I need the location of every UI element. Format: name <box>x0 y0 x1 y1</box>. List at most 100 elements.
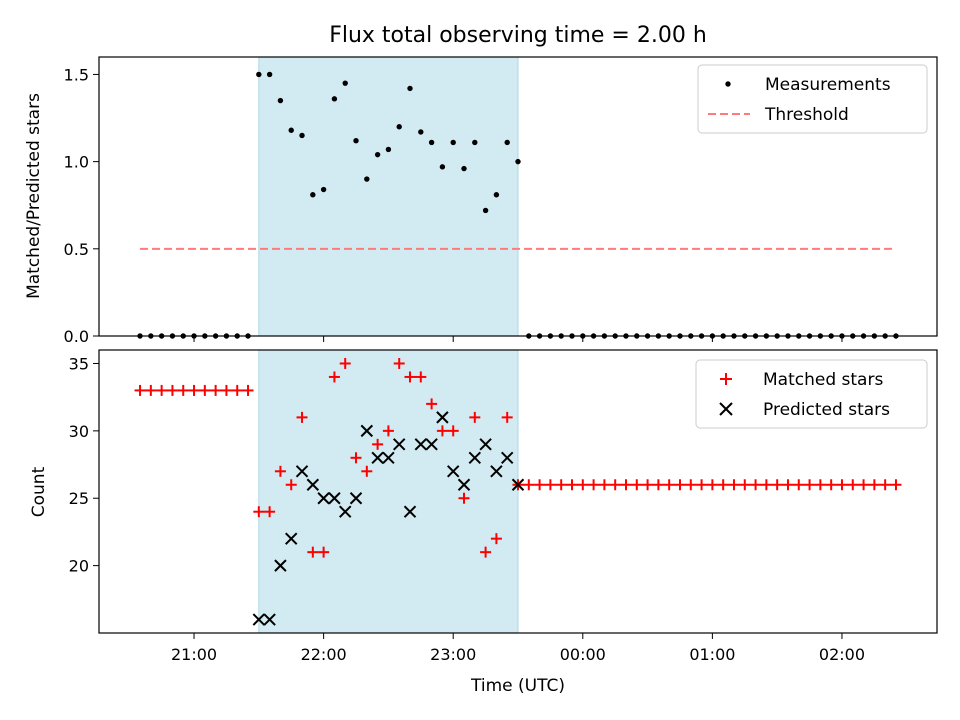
matched-star-point <box>220 384 232 396</box>
matched-star-point <box>285 479 297 491</box>
legend-threshold-label: Threshold <box>764 105 849 125</box>
predicted-star-point <box>490 465 503 478</box>
measurement-point <box>472 139 478 146</box>
matched-star-point <box>544 479 556 491</box>
matched-star-point <box>760 479 772 491</box>
legend-matched-marker <box>720 373 732 385</box>
legend-predicted-marker <box>719 402 733 416</box>
matched-star-point <box>782 479 794 491</box>
chart-title: Flux total observing time = 2.00 h <box>329 23 707 48</box>
matched-star-point <box>577 479 589 491</box>
matched-star-point <box>156 384 168 396</box>
y-tick-label: 0.0 <box>64 327 89 346</box>
matched-star-point <box>264 506 276 518</box>
matched-star-point <box>879 479 891 491</box>
predicted-star-point <box>436 411 449 424</box>
measurement-point <box>407 85 413 92</box>
predicted-star-point <box>295 465 309 478</box>
predicted-star-point <box>317 492 330 505</box>
measurement-point <box>504 139 510 146</box>
matched-star-point <box>631 479 643 491</box>
matched-star-point <box>307 546 319 558</box>
matched-star-point <box>674 479 686 491</box>
matched-star-point <box>134 384 146 396</box>
matched-star-point <box>339 357 351 369</box>
measurement-point <box>310 192 316 198</box>
predicted-star-point <box>382 451 395 465</box>
matched-star-point <box>706 479 718 491</box>
matched-star-point <box>588 479 600 491</box>
predicted-star-point <box>511 478 525 491</box>
matched-star-point <box>804 479 816 491</box>
matched-star-point <box>566 479 578 491</box>
matched-star-point <box>652 479 664 491</box>
legend-measurements-label: Measurements <box>765 75 891 95</box>
predicted-star-point <box>274 559 287 572</box>
measurement-point <box>320 186 327 193</box>
matched-star-point <box>480 546 492 558</box>
predicted-star-point <box>414 438 428 451</box>
legend-predicted-label: Predicted stars <box>763 400 890 420</box>
panel-ratio: 0.0 0.5 1.0 1.5 Matched/Predicted stars Mea… <box>24 56 938 346</box>
matched-star-point <box>426 398 438 410</box>
measurement-point <box>418 129 424 135</box>
x-tick-label: 00:00 <box>560 645 606 664</box>
panel-count-frame <box>98 349 938 634</box>
predicted-star-point <box>446 465 460 478</box>
predicted-star-point <box>306 478 320 491</box>
y-tick-label: 30 <box>69 422 89 441</box>
predicted-star-point <box>425 438 438 451</box>
y-tick-label: 35 <box>69 354 89 373</box>
y-tick-label: 25 <box>69 489 89 508</box>
measurement-point <box>385 146 392 153</box>
measurement-point <box>353 138 359 144</box>
x-tick-label: 22:00 <box>301 645 347 664</box>
matched-star-point <box>696 479 708 491</box>
predicted-star-point <box>349 492 363 505</box>
measurement-point <box>256 71 262 78</box>
predicted-star-point <box>479 438 492 451</box>
matched-star-point <box>609 479 621 491</box>
measurement-point <box>515 158 521 165</box>
matched-star-point <box>188 384 200 396</box>
measurement-point <box>428 139 435 146</box>
matched-star-point <box>490 533 502 545</box>
matched-star-point <box>393 357 405 369</box>
measurement-point <box>342 80 348 86</box>
predicted-star-point <box>252 613 266 626</box>
measurement-point <box>493 192 500 198</box>
matched-star-point <box>458 492 470 504</box>
matched-star-point <box>350 452 362 464</box>
matched-star-point <box>415 371 427 383</box>
legend-ratio: Measurements Threshold <box>697 64 928 134</box>
matched-star-point <box>501 411 513 423</box>
legend-count-box <box>695 359 928 429</box>
x-tick-label: 21:00 <box>171 645 217 664</box>
matched-star-point <box>469 411 481 423</box>
matched-star-point <box>555 479 567 491</box>
matched-star-point <box>274 465 286 477</box>
matched-star-point <box>145 384 157 396</box>
matched-star-point <box>814 479 826 491</box>
matched-star-point <box>620 479 632 491</box>
matched-star-point <box>382 425 394 437</box>
matched-star-point <box>253 506 265 518</box>
legend-ratio-box <box>697 64 928 134</box>
matched-star-point <box>231 384 243 396</box>
matched-star-point <box>404 371 416 383</box>
measurement-point <box>288 127 294 133</box>
matched-star-point <box>728 479 740 491</box>
predicted-star-point <box>339 505 352 518</box>
measurement-point <box>299 132 305 139</box>
matched-star-point <box>642 479 654 491</box>
measurement-point <box>331 96 338 102</box>
predicted-star-point <box>263 613 276 626</box>
matched-star-point <box>868 479 880 491</box>
legend-matched-label: Matched stars <box>763 370 883 390</box>
matched-star-point <box>793 479 805 491</box>
matched-star-point <box>534 479 546 491</box>
matched-star-point <box>210 384 222 396</box>
matched-star-point <box>717 479 729 491</box>
